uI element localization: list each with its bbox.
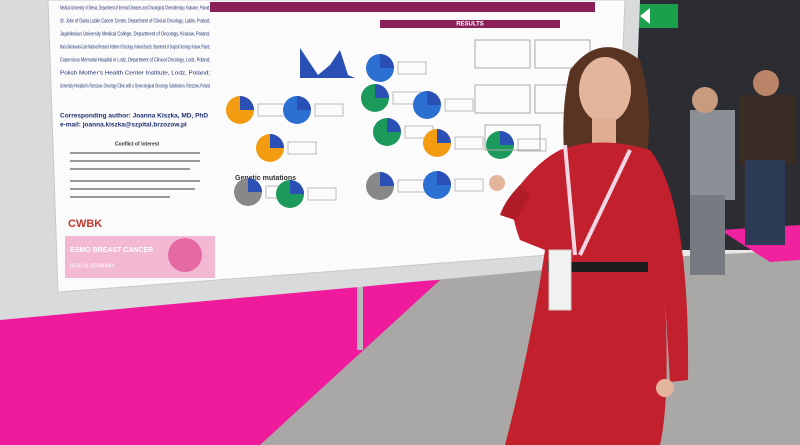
pie-legend (397, 61, 427, 75)
pie-slice (375, 84, 389, 98)
stand-leg (357, 270, 363, 350)
text-line (70, 180, 200, 182)
hand (656, 379, 674, 397)
affiliation: Copernicus Memorial Hospital in Lodz, De… (60, 57, 210, 63)
face (579, 57, 631, 123)
person-head (692, 87, 718, 113)
pie-slice (240, 96, 254, 110)
pie-legend (454, 178, 484, 192)
hand (489, 175, 505, 191)
results-heading: RESULTS (456, 22, 484, 28)
pie-legend (517, 138, 547, 152)
text-line (70, 168, 190, 170)
affiliations: Medical University of Silesia, Departmen… (60, 5, 210, 89)
banner-location: BERLIN GERMANY (70, 263, 115, 269)
affiliation: Jagiellonian University Medical College,… (60, 31, 210, 37)
pie-legend (287, 141, 317, 155)
pie-slice (437, 129, 451, 143)
email: e-mail: joanna.kiszka@szpital.brzozow.pl (60, 122, 187, 129)
pink-floor (0, 280, 440, 445)
conflict-text (70, 152, 200, 198)
curve-box (474, 84, 531, 114)
pie-slice (500, 131, 514, 145)
pie-slice (297, 96, 311, 110)
affiliation: Maria Sklodowska-Curie National Research… (60, 44, 210, 50)
pie-legend (454, 136, 484, 150)
poster-band (210, 2, 595, 12)
pie-slice (380, 54, 394, 68)
text-line (70, 152, 200, 154)
pie-slice (387, 118, 401, 132)
banner-title: ESMO BREAST CANCER (70, 247, 153, 254)
corresponding-author: Corresponding author: Joanna Kiszka, MD,… (60, 113, 208, 120)
pie-slice (437, 171, 451, 185)
text-line (70, 196, 170, 198)
neck (592, 118, 616, 143)
pie-legend (444, 98, 474, 112)
affiliation: Medical University of Silesia, Departmen… (60, 5, 210, 11)
genetic-heading: Genetic mutations (235, 175, 296, 182)
banner-graphic (168, 238, 202, 272)
curve-box (484, 124, 541, 151)
pie-legend (307, 187, 337, 201)
pie-slice (290, 180, 304, 194)
person-jeans (745, 160, 785, 245)
badge (548, 249, 572, 311)
poster-charts (226, 54, 547, 208)
person-trousers (690, 195, 725, 275)
curve-box (474, 39, 531, 69)
affiliation: St. John of Dukla Lublin Cancer Center, … (60, 18, 210, 24)
sleeve (500, 185, 530, 220)
exit-arrow (640, 8, 650, 24)
person-shirt (740, 95, 795, 165)
pie-slice (380, 172, 394, 186)
pie-legend (314, 103, 344, 117)
person-head (753, 70, 779, 96)
belt (548, 262, 648, 272)
red-dress (505, 142, 689, 445)
text-line (70, 160, 200, 162)
lanyard (563, 144, 632, 256)
conflict-heading: Conflict of interest (115, 141, 160, 147)
pie-slice (248, 178, 262, 192)
logo: CWBK (68, 218, 102, 230)
pie-slice (270, 134, 284, 148)
pie-slice (427, 91, 441, 105)
results-bar (380, 20, 560, 28)
affiliation: University Hospital in Rzeszow, Oncology… (60, 83, 210, 89)
text-line (70, 188, 195, 190)
person-suit (690, 110, 735, 200)
histogram-graphic (300, 48, 355, 78)
affiliation: Polish Mother's Health Center Institute,… (60, 70, 210, 76)
